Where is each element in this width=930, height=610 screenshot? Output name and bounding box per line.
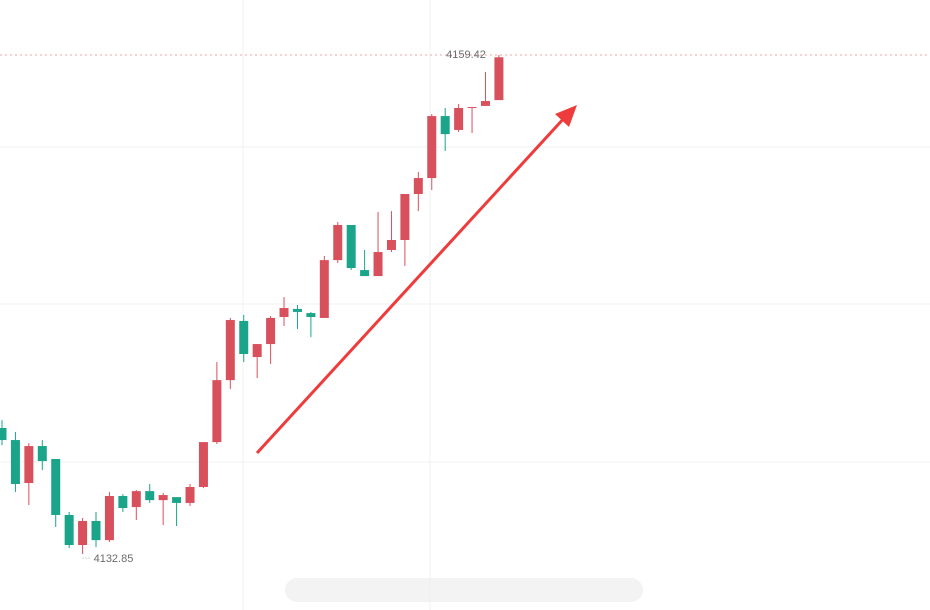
watermark [285,578,643,602]
candle-body [37,446,47,462]
candle-body [239,320,249,355]
candle-body [306,313,316,318]
candle-body [413,178,423,195]
candle-body [494,57,504,101]
candle-body [373,252,383,277]
candle-body [145,491,155,501]
trend-arrow [255,105,577,455]
candle-body [292,308,302,312]
candle-body [360,270,370,277]
candles [0,55,504,555]
candle-body [78,520,88,546]
candle-body [24,446,34,484]
candle-body [212,380,222,443]
candle-body [346,224,356,269]
candle-body [158,495,168,501]
candle-body [279,308,289,318]
candle-body [198,442,208,487]
candle-body [172,497,182,503]
candle-body [225,320,235,381]
candle-body [333,224,343,261]
candle-body [91,520,101,541]
candle-body [319,260,329,318]
candle-body [0,428,7,441]
candle-body [266,317,276,345]
candle-body [467,107,477,109]
low-price-label: 4132.85 [94,553,134,565]
high-price-label: 4159.42 [446,49,486,61]
candle-body [427,116,437,179]
candle-body [480,101,490,106]
candle-body [10,440,20,484]
candle-body [440,116,450,135]
candle-body [386,240,396,250]
candle-body [400,194,410,241]
candle-body [118,496,128,509]
candle-body [454,107,464,130]
candle-body [104,496,114,541]
arrow-shaft [255,114,568,455]
candle-body [252,344,262,358]
candle-body [185,486,195,503]
candle-body [51,459,61,515]
candle-body [131,491,141,508]
arrow-head [555,105,577,127]
candle-body [64,514,74,546]
